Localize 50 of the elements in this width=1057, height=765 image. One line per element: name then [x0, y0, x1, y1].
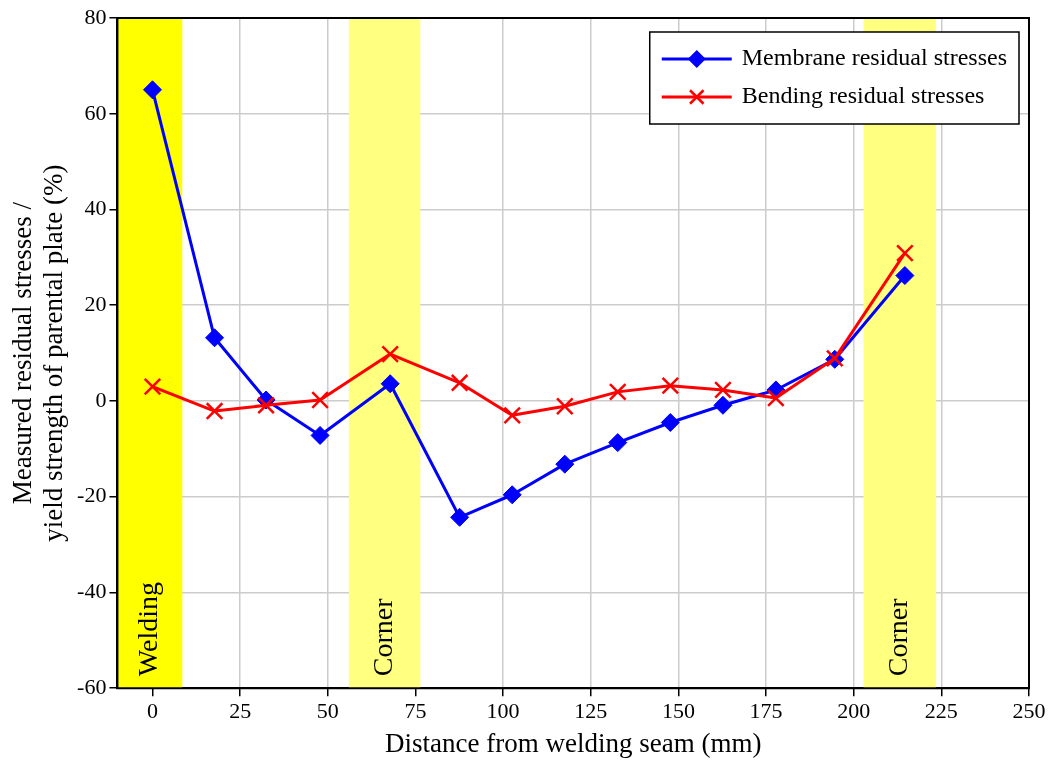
y-tick-label: 60	[84, 99, 107, 125]
x-tick-label: 100	[486, 698, 520, 724]
point	[895, 266, 915, 286]
x-tick-label: 50	[316, 698, 339, 724]
point	[766, 389, 785, 408]
point	[895, 244, 914, 263]
band-label: Corner	[882, 597, 914, 677]
point	[143, 377, 162, 396]
point	[450, 373, 469, 392]
point	[502, 485, 522, 505]
point	[380, 374, 400, 394]
legend-label: Membrane residual stresses	[741, 44, 1008, 71]
point	[713, 380, 732, 399]
y-tick-label: 0	[95, 386, 107, 412]
y-tick-label: 20	[84, 291, 107, 317]
y-axis-title: Measured residual stresses / yield strength of parental plate (%)	[6, 164, 68, 542]
y-tick-label: -20	[77, 482, 107, 508]
point	[311, 390, 330, 410]
band-label: Welding	[132, 582, 164, 677]
point	[555, 454, 575, 474]
y-tick-label: -40	[77, 578, 107, 604]
point	[608, 433, 628, 453]
point	[713, 395, 733, 415]
y-tick-label: 80	[84, 3, 107, 29]
x-tick-label: 175	[749, 698, 783, 724]
x-tick-label: 225	[924, 698, 958, 724]
x-tick-label: 0	[146, 698, 158, 724]
point	[142, 80, 162, 100]
legend-label: Bending residual stresses	[741, 82, 985, 109]
x-axis-title: Distance from welding seam (mm)	[385, 727, 762, 758]
x-tick-label: 200	[837, 698, 871, 724]
point	[381, 345, 400, 364]
point	[450, 507, 470, 527]
x-tick-label: 25	[229, 698, 252, 724]
x-tick-label: 75	[404, 698, 427, 724]
point	[661, 376, 680, 395]
band-label: Corner	[366, 597, 398, 677]
point	[503, 406, 522, 425]
point	[205, 328, 225, 348]
point	[660, 413, 680, 433]
point	[555, 397, 574, 416]
x-tick-label: 125	[574, 698, 608, 724]
point	[310, 425, 330, 445]
x-tick-label: 150	[661, 698, 695, 724]
point	[205, 402, 224, 421]
x-tick-label: 250	[1012, 698, 1046, 724]
y-tick-label: -60	[77, 673, 107, 699]
point	[257, 396, 276, 415]
point	[608, 382, 627, 401]
y-tick-label: 40	[84, 195, 107, 221]
